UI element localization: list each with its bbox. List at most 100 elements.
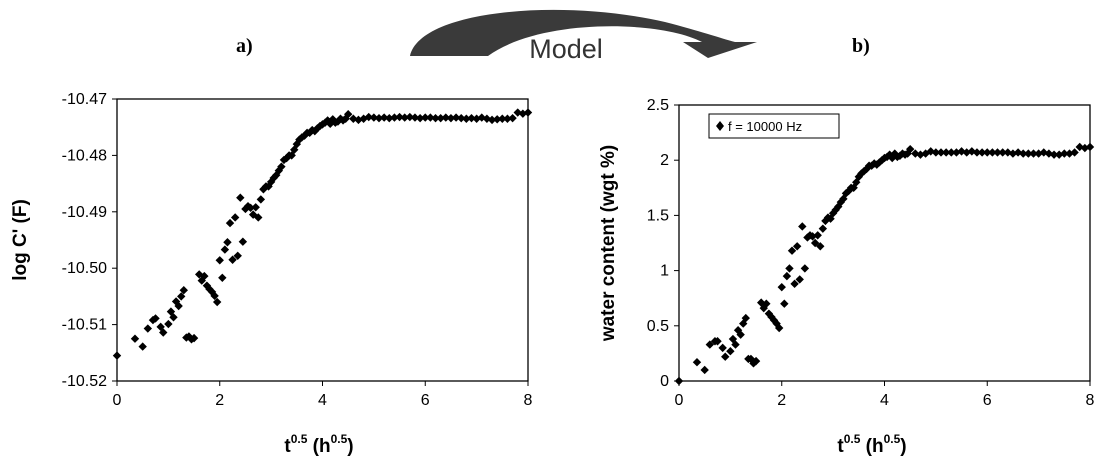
chart-b-x-title-unit-close: ): [900, 436, 906, 457]
chart-a-y-tick-label: -10.49: [62, 204, 107, 221]
chart-a-x-tick-label: 4: [318, 392, 327, 409]
chart-a-data-point: [169, 313, 178, 322]
chart-b-data-point: [818, 224, 828, 233]
chart-b-legend-marker: [716, 121, 724, 131]
chart-a-data-point: [513, 108, 522, 117]
chart-a-data-point: [159, 328, 168, 337]
chart-b-x-ticks: 0 2 4 6 8: [675, 381, 1095, 409]
chart-b-legend-label: f = 10000 Hz: [728, 119, 802, 134]
chart-b-data-point: [998, 148, 1007, 157]
chart-b-x-axis-title: t0.5 (h0.5): [837, 432, 906, 457]
chart-a-data-point: [130, 334, 140, 343]
chart-a-data-point: [462, 114, 471, 123]
chart-b-data-point: [936, 148, 946, 157]
chart-b-x-tick-label: 8: [1086, 392, 1095, 409]
chart-a-data-point: [189, 333, 199, 343]
chart-b-data-point: [1060, 149, 1069, 158]
chart-b-data-point: [774, 323, 784, 333]
chart-b-data-point: [862, 164, 871, 174]
chart-b-data-point: [952, 148, 961, 157]
chart-b-data-point: [810, 238, 820, 248]
chart-b-data-point: [844, 186, 853, 196]
chart-b-data-point: [713, 337, 722, 346]
chart-b-data-point: [1049, 150, 1059, 159]
chart-b-data-point: [1080, 143, 1090, 153]
chart-a-data-point: [246, 203, 255, 213]
chart-b-data-point: [728, 334, 738, 344]
chart-b-x-tick-label: 6: [983, 392, 992, 409]
chart-a-data-point: [410, 113, 420, 122]
chart-a-data-point: [487, 115, 497, 125]
chart-b-data-point: [875, 158, 884, 167]
chart-a-data-point: [426, 113, 435, 122]
chart-b-data-point: [795, 275, 804, 284]
chart-b-data-point: [831, 205, 840, 215]
chart-b-data-point: [731, 340, 740, 349]
chart-b-x-tick-label: 0: [675, 392, 684, 409]
chart-b-y-axis-title: water content (wgt %): [598, 145, 619, 342]
chart-b-data-point: [792, 242, 802, 251]
chart-b-data-point: [857, 169, 866, 178]
chart-b-data-point: [885, 150, 894, 159]
model-arrow: Model: [410, 9, 757, 64]
chart-a-x-tick-label: 6: [421, 392, 430, 409]
chart-b-y-ticks: 0 0.5 1 1.5 2 2.5: [647, 97, 679, 390]
chart-b-data-point: [1029, 149, 1038, 158]
chart-b-data-point: [988, 148, 997, 157]
chart-b-x-title-base: t: [837, 436, 844, 457]
chart-b-x-tick-label: 2: [777, 392, 786, 409]
chart-b-data-point: [1075, 142, 1084, 152]
chart-b-data-point: [787, 246, 797, 255]
chart-b-data-point: [1085, 142, 1095, 152]
panel-label-a: a): [236, 35, 253, 57]
chart-a-data-point: [177, 292, 186, 301]
chart-b-data-point: [777, 282, 786, 292]
chart-a-data-point: [228, 255, 237, 264]
chart-a-data-point: [467, 113, 476, 123]
chart-a-data-point: [436, 113, 445, 123]
chart-b-data-point: [772, 319, 781, 328]
chart-b-data-point: [780, 299, 789, 308]
chart-a-y-tick-label: -10.50: [62, 260, 107, 277]
chart-b-data-point: [1013, 148, 1023, 157]
model-arrow-shape: [410, 9, 757, 58]
chart-a-data-point: [385, 113, 394, 123]
chart-b-data-point: [983, 148, 992, 157]
chart-b-data-point: [692, 358, 702, 367]
chart-a-data-point: [151, 314, 160, 323]
chart-b-data-point: [872, 160, 881, 169]
chart-b-data-point: [836, 197, 846, 207]
chart-b-data-point: [733, 326, 743, 335]
chart-b-legend-box: [708, 113, 840, 139]
chart-b-data-point: [834, 202, 843, 211]
chart-a-data-point: [503, 114, 512, 123]
chart-a-x-title-unit-open: (h: [307, 436, 330, 457]
chart-a-x-title-unit-close: ): [347, 436, 353, 457]
chart-a-data-point: [390, 113, 399, 122]
chart-a-data-point: [233, 251, 242, 260]
chart-a-data-point: [305, 128, 314, 138]
chart-b-data-point: [947, 148, 956, 157]
chart-b-x-tick-label: 4: [880, 392, 889, 409]
panel-label-b: b): [852, 35, 870, 57]
chart-a-data-point: [215, 256, 224, 265]
chart-b-data-point: [721, 352, 730, 361]
chart-a-data-point: [230, 213, 240, 222]
chart-a-data-point: [405, 112, 415, 122]
chart-b-data-point: [849, 183, 858, 192]
chart-a-data-point: [395, 112, 404, 122]
chart-a-y-tick-label: -10.52: [62, 373, 107, 390]
chart-a-y-ticks: -10.52 -10.51 -10.50 -10.49 -10.48 -10.47: [62, 91, 117, 390]
chart-b-data-point: [798, 222, 807, 231]
chart-b-data-point: [1070, 148, 1079, 157]
chart-a-data-point: [143, 324, 153, 333]
chart-b-y-tick-label: 1: [660, 263, 669, 280]
chart-a-x-title-base-sup: 0.5: [291, 432, 308, 446]
chart-b-data-point: [705, 340, 715, 349]
chart-b-data-point: [895, 151, 905, 160]
chart-b-data-point: [993, 148, 1002, 157]
chart-b-y-tick-label: 2.5: [647, 97, 669, 114]
chart-a-data-point: [251, 203, 260, 212]
chart-a-data-point: [421, 113, 430, 122]
chart-b-data-point: [700, 365, 709, 375]
